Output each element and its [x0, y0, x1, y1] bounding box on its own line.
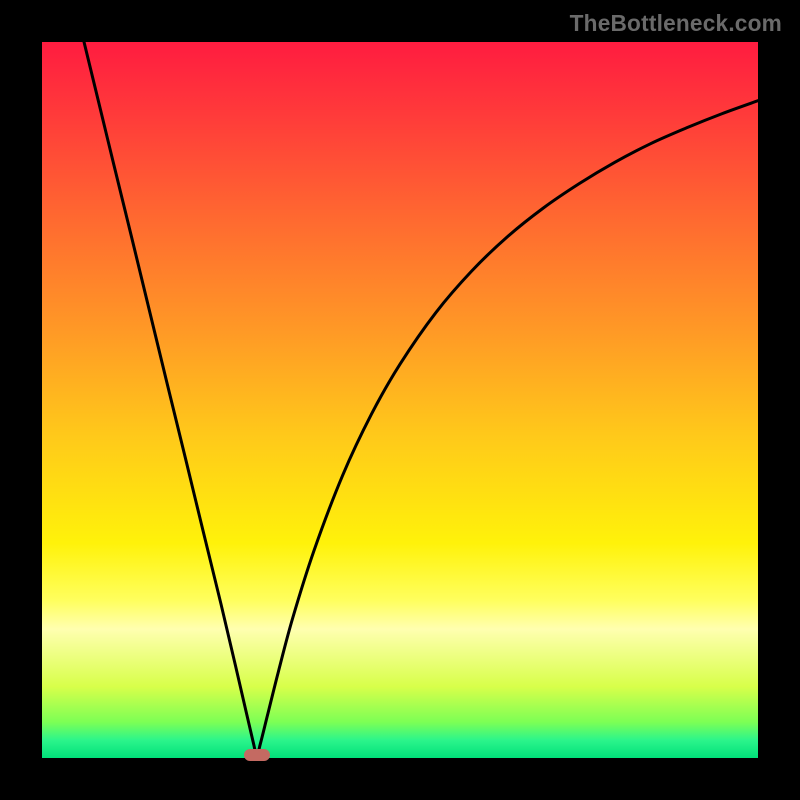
minimum-marker [244, 749, 270, 761]
bottleneck-curve [42, 42, 758, 758]
plot-area [42, 42, 758, 758]
chart-canvas: TheBottleneck.com [0, 0, 800, 800]
watermark-text: TheBottleneck.com [570, 10, 782, 37]
